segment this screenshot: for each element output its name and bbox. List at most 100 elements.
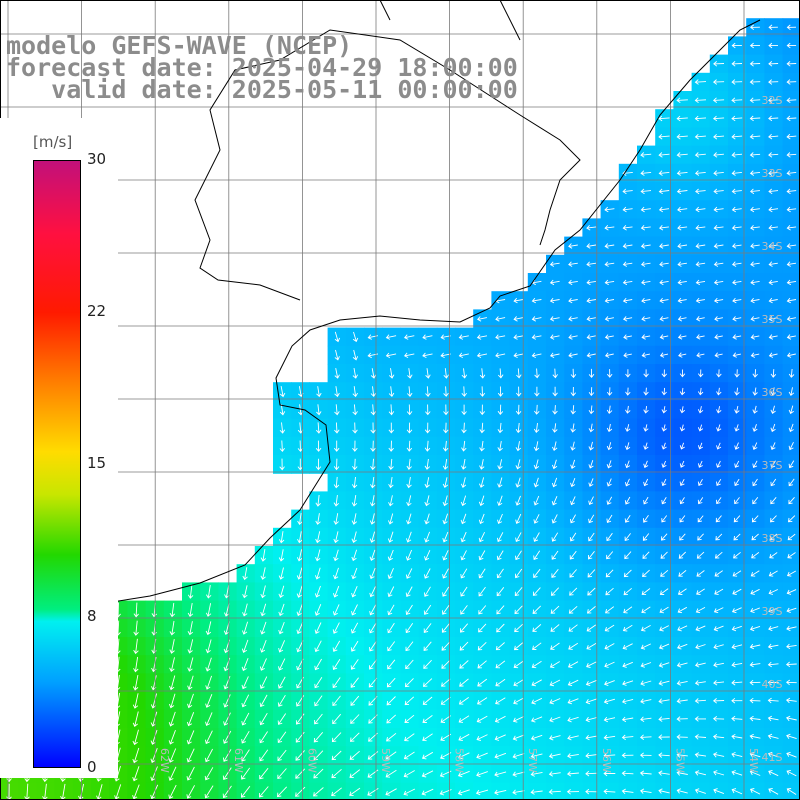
wind-arrow: [788, 387, 795, 397]
wind-arrow: [423, 659, 432, 669]
wind-arrow: [787, 552, 796, 559]
wind-arrow: [477, 697, 488, 705]
wind-arrow: [588, 514, 595, 524]
wind-arrow: [385, 769, 397, 778]
wind-arrow: [751, 552, 760, 559]
wind-arrow: [714, 352, 723, 358]
wind-arrow: [405, 604, 413, 615]
wind-arrow: [749, 661, 761, 668]
wind-arrow: [603, 788, 616, 795]
wind-arrow: [551, 477, 558, 488]
wind-arrow: [425, 404, 431, 416]
wind-arrow: [441, 623, 450, 633]
wind-arrow: [370, 422, 376, 434]
wind-arrow: [350, 714, 360, 724]
wind-arrow: [333, 495, 340, 507]
wind-arrow: [515, 441, 521, 452]
wind-arrow: [586, 661, 597, 668]
wind-arrow: [712, 734, 725, 740]
wind-arrow: [440, 696, 451, 705]
wind-arrow: [643, 460, 649, 469]
wind-arrow: [460, 568, 468, 579]
wind-arrow: [387, 513, 394, 525]
wind-arrow: [407, 368, 413, 379]
wind-arrow: [351, 531, 357, 543]
wind-arrow: [242, 567, 248, 581]
wind-arrow: [513, 352, 524, 359]
wind-arrow: [623, 569, 632, 578]
wind-arrow: [513, 697, 524, 705]
wind-arrow: [496, 568, 504, 579]
wind-arrow: [533, 423, 540, 434]
lat-label: 33S: [762, 167, 783, 180]
wind-arrow: [713, 206, 724, 213]
wind-arrow: [586, 243, 597, 249]
wind-arrow: [712, 79, 725, 85]
wind-arrow: [732, 352, 741, 358]
wind-arrow: [694, 115, 707, 122]
wind-arrow: [733, 515, 741, 523]
wind-arrow: [695, 297, 705, 304]
wind-arrow: [186, 712, 195, 727]
wind-arrow: [605, 352, 614, 358]
wind-arrow: [531, 352, 542, 359]
wind-arrow: [388, 368, 395, 379]
wind-arrow: [515, 459, 521, 470]
wind-arrow: [786, 42, 797, 49]
wind-arrow: [750, 261, 760, 267]
wind-arrow: [369, 531, 376, 543]
wind-arrow: [713, 644, 724, 650]
wind-arrow: [442, 495, 448, 507]
wind-arrow: [731, 679, 743, 686]
wind-arrow: [734, 442, 740, 450]
wind-arrow: [586, 624, 597, 632]
wind-arrow: [661, 533, 668, 541]
wind-arrow: [351, 495, 358, 507]
wind-arrow: [387, 659, 396, 670]
wind-arrow: [570, 423, 576, 433]
wind-arrow: [349, 732, 360, 742]
wind-arrow: [622, 297, 633, 304]
wind-arrow: [404, 714, 415, 724]
wind-arrow: [732, 334, 742, 340]
wind-arrow: [768, 769, 779, 777]
wind-arrow: [461, 422, 467, 434]
wind-arrow: [640, 206, 651, 213]
wind-arrow: [695, 625, 706, 632]
wind-arrow: [478, 477, 485, 488]
wind-arrow: [206, 585, 212, 599]
wind-arrow: [406, 477, 412, 489]
wind-arrow: [442, 586, 450, 597]
wind-arrow: [697, 515, 704, 523]
wind-arrow: [350, 622, 359, 634]
wind-arrow: [533, 495, 540, 506]
wind-arrow: [260, 621, 267, 635]
wind-arrow: [603, 698, 616, 705]
wind-arrow: [332, 640, 341, 652]
wind-arrow: [695, 243, 706, 249]
wind-arrow: [622, 224, 633, 231]
wind-cell: [655, 782, 674, 800]
wind-arrow: [786, 769, 797, 777]
wind-arrow: [406, 422, 413, 434]
wind-arrow: [477, 678, 488, 687]
wind-arrow: [367, 769, 379, 778]
wind-arrow: [479, 404, 486, 416]
wind-arrow: [277, 713, 287, 725]
wind-arrow: [658, 734, 670, 740]
wind-arrow: [277, 676, 286, 689]
wind-arrow: [295, 713, 305, 725]
wind-arrow: [459, 641, 469, 651]
wind-arrow: [205, 694, 213, 708]
wind-arrow: [567, 679, 579, 687]
wind-arrow: [752, 405, 758, 414]
wind-arrow: [752, 497, 759, 505]
wind-arrow: [332, 622, 340, 634]
wind-arrow: [443, 386, 449, 397]
wind-arrow: [768, 61, 779, 67]
wind-arrow: [512, 716, 524, 723]
wind-arrow: [424, 440, 431, 452]
wind-arrow: [425, 386, 431, 398]
wind-arrow: [641, 297, 651, 304]
